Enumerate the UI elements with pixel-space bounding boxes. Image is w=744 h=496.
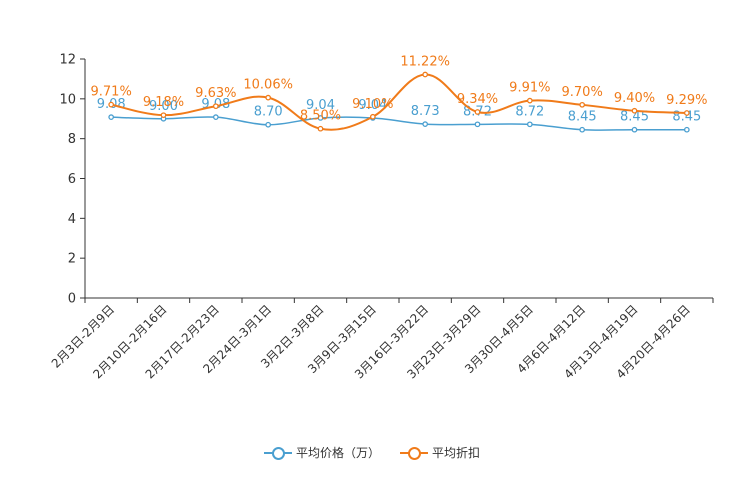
series-discount-data-label: 9.63% [195,86,236,101]
y-tick-label: 2 [68,252,76,267]
series-price-line [111,116,687,131]
legend-item-discount[interactable]: 平均折扣 [400,444,480,461]
legend-discount-label: 平均折扣 [432,446,481,460]
y-tick-label: 6 [68,172,76,187]
series-price-point [108,114,115,121]
series-price-data-label: 8.72 [515,104,544,119]
series-discount-point [160,112,167,119]
series-price-point [526,121,533,128]
series-discount-data-label: 9.70% [562,85,603,100]
series-layer: 9.089.009.088.709.049.048.738.728.728.45… [91,55,707,133]
series-price-data-label: 8.45 [620,110,649,125]
series-price-data-label: 9.04 [306,98,335,113]
series-price-point [579,126,586,133]
series-price-point [265,121,272,128]
series-discount-data-label: 9.10% [352,97,393,112]
series-price-point [683,126,690,133]
series-discount-data-label: 9.40% [614,91,655,106]
series-discount-point [683,110,690,116]
series-discount-data-label: 9.91% [509,81,550,96]
series-discount-point [212,103,219,110]
y-tick-label: 4 [68,212,76,227]
series-discount-data-label: 9.34% [457,92,498,107]
series-price-data-label: 9.00 [149,99,178,114]
series-price-data-label: 8.45 [568,110,597,125]
legend-price-label: 平均价格（万） [295,446,380,460]
x-axis: 2月3日-2月9日2月10日-2月16日2月17日-2月23日2月24日-3月1… [49,297,714,382]
series-price-data-label: 9.04 [358,98,387,113]
y-axis: 0 2 4 6 8 10 12 [59,53,86,307]
series-discount-point [317,125,324,132]
series-price-data-label: 8.70 [254,105,283,120]
series-discount-point [579,101,586,108]
series-discount-data-label: 10.06% [243,78,293,93]
series-price-point [422,121,429,127]
legend-price-marker-icon [263,446,292,460]
legend: 平均价格（万） 平均折扣 [0,444,744,461]
series-price-point [212,114,219,121]
series-discount-point [108,101,115,108]
series-discount-point [474,109,481,115]
series-discount-data-label: 9.71% [91,85,132,100]
series-price-data-label: 8.73 [411,104,440,119]
series-discount-point [631,107,638,114]
y-tick-label: 0 [68,292,76,307]
series-discount-point [265,94,272,101]
y-tick-label: 8 [68,132,76,147]
legend-item-price[interactable]: 平均价格（万） [263,444,380,461]
series-price-point [317,115,324,121]
legend-discount-marker-icon [400,446,428,460]
series-discount-data-label: 9.29% [666,93,707,108]
series-discount-data-label: 11.22% [400,55,450,70]
series-discount-point [422,71,429,78]
series-discount-point [369,113,376,120]
y-tick-label: 10 [59,92,76,107]
series-discount-point [526,97,533,104]
series-price-point [474,121,481,128]
series-discount-data-label: 9.18% [143,95,184,110]
series-discount-data-label: 8.50% [300,109,341,124]
y-tick-label: 12 [59,53,76,68]
series-price-point [631,126,638,133]
